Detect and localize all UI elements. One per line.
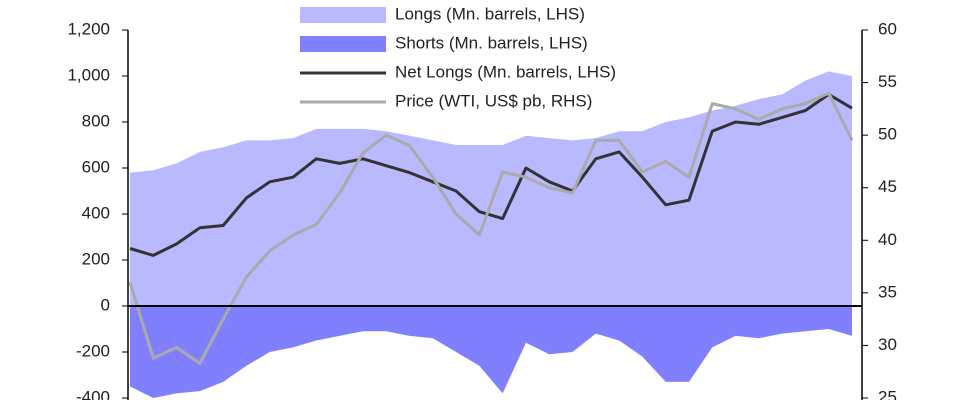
y-tick-label: 800 (82, 111, 110, 130)
y2-tick-label: 30 (878, 335, 897, 354)
legend-label: Shorts (Mn. barrels, LHS) (395, 33, 588, 52)
y2-tick-label: 55 (878, 72, 897, 91)
legend-label: Net Longs (Mn. barrels, LHS) (395, 62, 616, 81)
y-tick-label: -400 (76, 387, 110, 400)
y2-tick-label: 60 (878, 19, 897, 38)
y2-tick-label: 50 (878, 125, 897, 144)
y-tick-label: -200 (76, 341, 110, 360)
y2-tick-label: 25 (878, 387, 897, 400)
line (129, 92, 853, 257)
line (128, 91, 854, 365)
y-tick-label: 200 (82, 249, 110, 268)
legend-label: Longs (Mn. barrels, LHS) (395, 4, 585, 23)
y-tick-label: 400 (82, 203, 110, 222)
legend-swatch (300, 36, 386, 52)
area (130, 71, 852, 307)
y-tick-label: 1,200 (67, 19, 110, 38)
y2-tick-label: 35 (878, 282, 897, 301)
y-tick-label: 1,000 (67, 65, 110, 84)
y2-tick-label: 40 (878, 230, 897, 249)
area (130, 306, 852, 398)
y2-tick-label: 45 (878, 177, 897, 196)
y-tick-label: 0 (101, 295, 110, 314)
legend-swatch (300, 7, 386, 23)
legend-label: Price (WTI, US$ pb, RHS) (395, 91, 592, 110)
y-tick-label: 600 (82, 157, 110, 176)
